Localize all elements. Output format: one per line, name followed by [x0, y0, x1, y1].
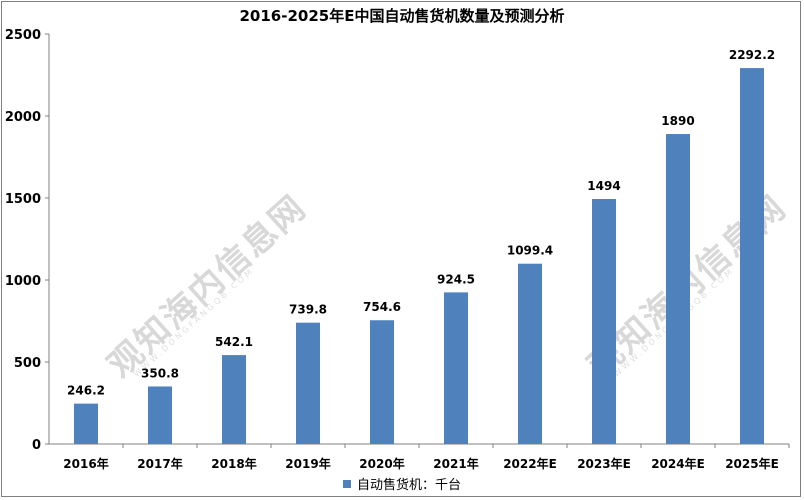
- data-label: 350.8: [141, 366, 179, 380]
- x-tick-label: 2024年E: [651, 456, 705, 471]
- chart-title: 2016-2025年E中国自动售货机数量及预测分析: [239, 7, 565, 25]
- x-tick-label: 2019年: [285, 456, 330, 471]
- x-tick-label: 2022年E: [503, 456, 557, 471]
- bar: [74, 403, 98, 444]
- data-label: 1890: [661, 114, 694, 128]
- x-tick-label: 2017年: [137, 456, 182, 471]
- data-label: 1099.4: [507, 244, 553, 258]
- bar: [518, 263, 542, 444]
- y-tick-label: 500: [14, 356, 41, 371]
- y-tick-label: 1000: [5, 274, 41, 289]
- data-label: 1494: [587, 179, 620, 193]
- bar: [370, 320, 394, 444]
- legend: 自动售货机：千台: [0, 474, 804, 493]
- data-label: 246.2: [67, 384, 105, 398]
- x-tick-label: 2021年: [433, 456, 478, 471]
- bar: [666, 134, 690, 445]
- y-tick-label: 0: [32, 438, 41, 453]
- legend-label: 自动售货机：千台: [356, 478, 461, 493]
- data-label: 2292.2: [729, 48, 775, 62]
- y-tick-label: 2000: [5, 110, 41, 125]
- x-tick-label: 2023年E: [577, 456, 631, 471]
- x-tick-label: 2020年: [359, 456, 404, 471]
- x-tick-label: 2018年: [211, 456, 256, 471]
- x-tick-label: 2016年: [63, 456, 108, 471]
- bar: [592, 198, 616, 444]
- bar: [148, 386, 172, 444]
- data-label: 739.8: [289, 303, 327, 317]
- data-label: 924.5: [437, 272, 475, 286]
- legend-swatch: [342, 479, 351, 488]
- bar: [222, 355, 246, 444]
- bar: [296, 322, 320, 444]
- data-label: 542.1: [215, 335, 253, 349]
- bar: [444, 292, 468, 444]
- y-tick-label: 2500: [5, 28, 41, 43]
- x-tick-label: 2025年E: [725, 456, 779, 471]
- y-tick-label: 1500: [5, 192, 41, 207]
- bar: [740, 68, 764, 445]
- data-label: 754.6: [363, 300, 401, 314]
